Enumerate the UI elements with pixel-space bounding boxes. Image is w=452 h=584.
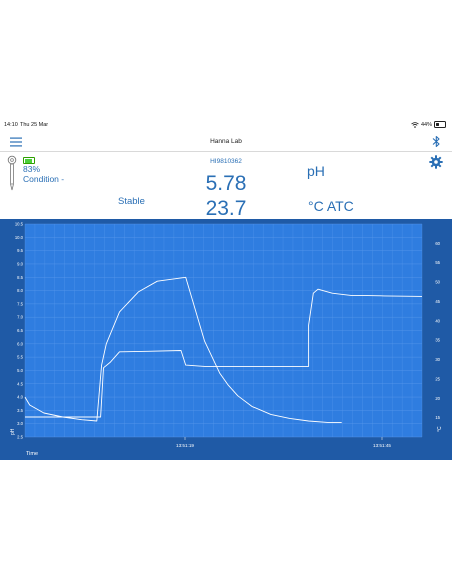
left-tick-label: 9.0 <box>17 261 23 266</box>
left-tick-label: 6.5 <box>17 328 23 333</box>
app-title: Hanna Lab <box>210 138 242 145</box>
x-axis-ticks: 13:51:19 13:51:45 <box>176 437 391 448</box>
battery-icon <box>434 121 446 128</box>
device-id: HI9810362 <box>210 158 242 165</box>
right-tick-label: 25 <box>435 376 440 381</box>
series-line-2 <box>25 288 423 418</box>
left-axis-ticks: 10.5 10.0 9.5 9.0 8.5 8.0 7.5 7.0 6.5 6.0 5.5 5.0 4.… <box>15 222 24 440</box>
status-bar: 14:10 Thu 25 Mar 44% <box>0 118 452 132</box>
right-axis-ticks: 60 55 50 45 40 35 30 25 20 15 <box>435 241 440 420</box>
right-tick-label: 15 <box>435 415 440 420</box>
right-tick-label: 30 <box>435 357 440 362</box>
status-time: 14:10 <box>4 122 18 128</box>
x-tick-label: 13:51:45 <box>373 443 391 448</box>
left-tick-label: 3.0 <box>17 421 23 426</box>
right-tick-label: 45 <box>435 299 440 304</box>
stability-status: Stable <box>118 196 145 207</box>
x-tick-label: 13:51:19 <box>176 443 194 448</box>
left-tick-label: 7.5 <box>17 301 23 306</box>
right-tick-label: 35 <box>435 338 440 343</box>
left-tick-label: 10.5 <box>15 222 24 227</box>
right-tick-label: 55 <box>435 260 440 265</box>
left-tick-label: 4.0 <box>17 395 23 400</box>
temperature-unit: °C ATC <box>308 198 354 214</box>
bluetooth-icon[interactable] <box>432 135 441 148</box>
y-axis-right-label: °C <box>437 426 443 432</box>
hamburger-menu-icon[interactable] <box>10 137 22 147</box>
series-line-1 <box>24 276 342 423</box>
right-tick-label: 60 <box>435 241 440 246</box>
header-divider <box>0 151 452 152</box>
app-bar: Hanna Lab <box>0 133 452 151</box>
status-indicators: 44% <box>411 121 446 128</box>
chart-series <box>24 276 423 423</box>
left-tick-label: 3.5 <box>17 408 23 413</box>
status-date: Thu 25 Mar <box>20 122 49 128</box>
right-tick-label: 20 <box>435 396 440 401</box>
left-tick-label: 2.5 <box>17 435 23 440</box>
left-tick-label: 8.0 <box>17 288 23 293</box>
left-tick-label: 9.5 <box>17 248 23 253</box>
left-tick-label: 5.5 <box>17 355 23 360</box>
chart-grid <box>24 223 423 438</box>
ph-value: 5.78 <box>205 172 247 195</box>
left-tick-label: 5.0 <box>17 368 23 373</box>
temperature-value: 23.7 <box>205 197 247 220</box>
left-tick-label: 4.5 <box>17 381 23 386</box>
x-axis-label: Time <box>26 451 38 457</box>
left-tick-label: 10.0 <box>15 235 24 240</box>
right-tick-label: 40 <box>435 318 440 323</box>
battery-percent: 44% <box>420 121 432 128</box>
gear-icon[interactable] <box>429 155 443 169</box>
wifi-icon <box>411 121 419 128</box>
left-tick-label: 8.5 <box>17 275 23 280</box>
ph-unit: pH <box>307 163 325 179</box>
probe-condition: Condition - <box>23 174 65 184</box>
probe-battery-percent: 83% <box>23 164 41 174</box>
left-tick-label: 6.0 <box>17 341 23 346</box>
y-axis-left-label: pH <box>10 428 16 435</box>
measurement-chart[interactable]: 10.5 10.0 9.5 9.0 8.5 8.0 7.5 7.0 6.5 6.0 5.5 5.0 4.… <box>0 219 452 460</box>
probe-battery-icon <box>23 157 35 164</box>
probe-icon <box>7 155 17 191</box>
left-tick-label: 7.0 <box>17 315 23 320</box>
right-tick-label: 50 <box>435 280 440 285</box>
